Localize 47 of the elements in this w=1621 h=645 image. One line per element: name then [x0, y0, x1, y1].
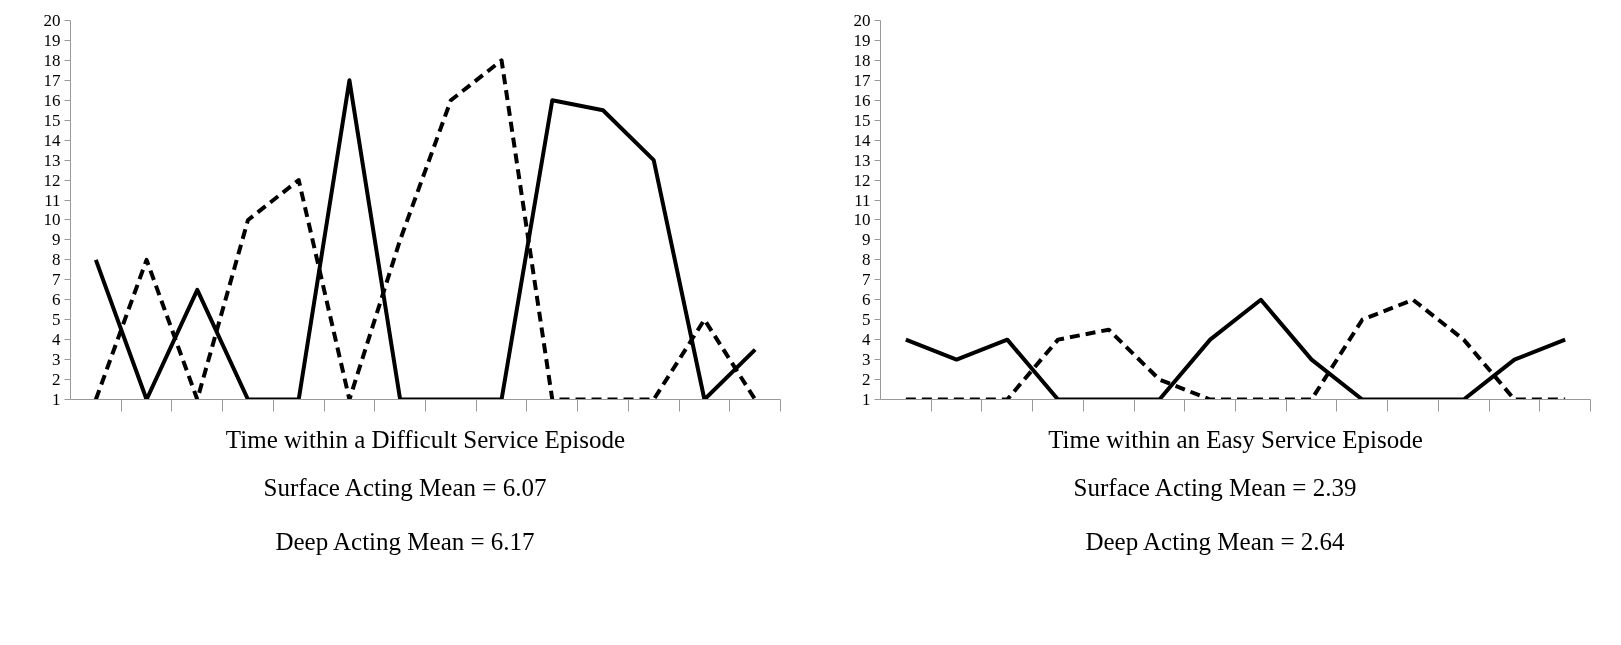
y-tick-label: 4: [52, 330, 61, 350]
y-tick-label: 9: [862, 230, 871, 250]
y-tick-label: 10: [853, 210, 871, 230]
y-tick-label: 15: [853, 110, 871, 130]
y-tick-label: 19: [853, 30, 871, 50]
y-tick-label: 7: [52, 270, 61, 290]
y-tick-label: 5: [52, 310, 61, 330]
y-tick-label: 17: [853, 70, 871, 90]
y-tick-label: 6: [862, 290, 871, 310]
y-tick-label: 2: [862, 370, 871, 390]
y-tick-label: 3: [862, 350, 871, 370]
y-tick-label: 16: [43, 90, 61, 110]
y-tick-label: 13: [853, 150, 871, 170]
y-tick-label: 1: [862, 390, 871, 409]
y-tick-label: 14: [43, 130, 61, 150]
y-tick-label: 6: [52, 290, 61, 310]
y-tick-label: 12: [43, 170, 61, 190]
y-tick-label: 9: [52, 230, 61, 250]
y-tick-label: 5: [862, 310, 871, 330]
y-tick-label: 18: [43, 50, 61, 70]
y-tick-label: 14: [853, 130, 871, 150]
y-tick-label: 20: [43, 11, 61, 30]
y-tick-label: 13: [43, 150, 61, 170]
text: Deep Acting Mean = 2.64: [1084, 526, 1346, 557]
y-tick-label: 4: [862, 330, 871, 350]
text: Surface Acting Mean = 6.07: [262, 473, 548, 503]
y-tick-label: 11: [44, 190, 61, 210]
text: Surface Acting Mean = 2.39: [1072, 473, 1358, 503]
line-series: [903, 297, 1568, 400]
y-tick-label: 17: [43, 70, 61, 90]
y-tick-label: 8: [862, 250, 871, 270]
y-tick-label: 18: [853, 50, 871, 70]
x-axis-title: Time within a Difficult Service Episode: [225, 425, 626, 453]
x-axis-title: Time within an Easy Service Episode: [1048, 425, 1423, 453]
y-tick-label: 16: [853, 90, 871, 110]
y-tick-label: 12: [853, 170, 871, 190]
y-tick-label: 19: [43, 30, 61, 50]
y-tick-label: 2: [52, 370, 61, 390]
y-tick-label: 15: [43, 110, 61, 130]
y-tick-label: 10: [43, 210, 61, 230]
y-tick-label: 11: [854, 190, 871, 210]
y-tick-label: 3: [52, 350, 61, 370]
text: Deep Acting Mean = 6.17: [274, 526, 536, 557]
y-tick-label: 1: [52, 390, 61, 409]
y-tick-label: 7: [862, 270, 871, 290]
y-tick-label: 20: [853, 11, 871, 30]
y-tick-label: 8: [52, 250, 61, 270]
